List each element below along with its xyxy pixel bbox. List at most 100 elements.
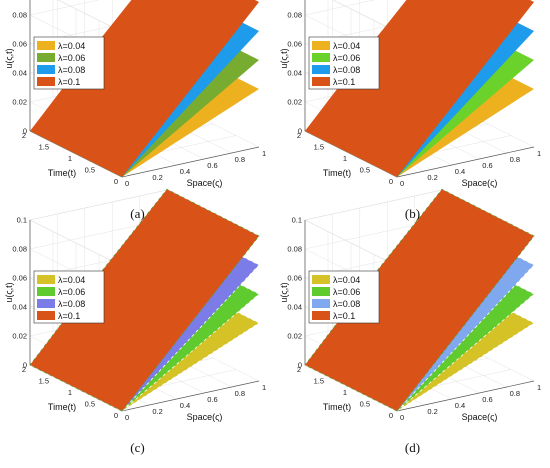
y-tick-label: 1: [68, 154, 72, 163]
caption-d: (d): [404, 440, 421, 455]
z-tick-label: 0: [23, 361, 27, 370]
z-tick-label: 0: [298, 127, 302, 136]
z-tick-label: 0.06: [12, 274, 27, 283]
legend-label: λ=0.1: [333, 311, 355, 321]
y-tick-label: 2: [22, 131, 26, 140]
z-tick-label: 0.08: [12, 245, 27, 254]
z-tick-label: 0.02: [12, 332, 27, 341]
y-tick-label: 1.5: [314, 377, 324, 386]
x-tick-label: 1: [537, 149, 541, 158]
z-tick-label: 0.06: [287, 274, 302, 283]
caption-a: (a): [130, 206, 145, 221]
x-tick-label: 0.8: [235, 389, 245, 398]
legend-label: λ=0.06: [333, 287, 360, 297]
y-tick-label: 1: [68, 388, 72, 397]
z-tick-label: 0.04: [287, 69, 302, 78]
y-axis-label: Time(t): [48, 168, 76, 178]
y-tick-label: 1.5: [39, 143, 49, 152]
legend-swatch: [37, 275, 55, 284]
legend-label: λ=0.08: [58, 299, 85, 309]
chart-panel-a: 0 0.02 0.04 0.06 0.08 0.1 0 0.2 0.4 0.6 0.8 1 0 0.5 1 1…: [0, 0, 275, 234]
z-tick-label: 0.04: [12, 69, 27, 78]
x-axis-label: Space(ς): [187, 178, 223, 188]
legend-swatch: [37, 299, 55, 308]
caption-c: (c): [130, 440, 145, 455]
x-tick-label: 0.2: [152, 407, 162, 416]
x-axis-label: Space(ς): [462, 412, 498, 422]
tick-labels: 00.020.040.060.080.100.20.40.60.8100.511…: [12, 11, 266, 189]
x-tick-label: 0.8: [510, 389, 520, 398]
surface-0-1: [30, 0, 259, 177]
y-tick-label: 1.5: [314, 143, 324, 152]
legend-swatch: [312, 299, 330, 308]
surfaces: [29, 188, 260, 412]
y-axis-label: Time(t): [48, 402, 76, 412]
x-tick-label: 0: [125, 179, 129, 188]
tick-labels: 00.020.040.060.080.100.20.40.60.8100.511…: [12, 216, 266, 423]
legend-label: λ=0.06: [58, 53, 85, 63]
surface-plot-svg: 00.020.040.060.080.100.20.40.60.8100.511…: [4, 0, 266, 189]
legend-label: λ=0.04: [333, 275, 360, 285]
x-tick-label: 1: [262, 383, 266, 392]
y-tick-label: 1: [343, 154, 347, 163]
legend-swatch: [312, 275, 330, 284]
chart-panel-b: 0 0.02 0.04 0.06 0.08 0.1 0 0.2 0.4 0.6 0.8 1 0 0.5 1 1…: [275, 0, 550, 234]
y-tick-label: 1.5: [39, 377, 49, 386]
surface-plot-svg: 00.020.040.060.080.100.20.40.60.8100.511…: [279, 0, 541, 188]
z-tick-label: 0.1: [292, 216, 302, 225]
z-axis-label: u(ς,t): [4, 48, 14, 68]
legend-label: λ=0.04: [58, 41, 85, 51]
z-axis-label: u(ς,t): [279, 48, 289, 68]
legend-label: λ=0.1: [58, 311, 80, 321]
x-axis-label: Space(ς): [187, 412, 223, 422]
x-tick-label: 0.8: [510, 155, 520, 164]
y-tick-label: 0: [389, 411, 393, 420]
y-tick-label: 0: [114, 177, 118, 186]
tick-labels: 00.020.040.060.080.100.20.40.60.8100.511…: [287, 216, 541, 423]
x-axis-label: Space(ς): [462, 178, 498, 188]
chart-panel-c: 0 0.02 0.04 0.06 0.08 0.1 0 0.2 0.4 0.6 0.8 1 0 0.5 1 1…: [0, 188, 275, 468]
y-tick-label: 0.5: [360, 400, 370, 409]
legend-swatch: [37, 41, 55, 50]
legend-swatch: [312, 287, 330, 296]
legend-swatch: [312, 53, 330, 62]
x-tick-label: 0: [400, 413, 404, 422]
legend-swatch: [312, 65, 330, 74]
legend-label: λ=0.1: [58, 77, 80, 87]
y-tick-label: 2: [22, 365, 26, 374]
x-tick-label: 0.8: [235, 155, 245, 164]
y-tick-label: 0.5: [360, 166, 370, 175]
legend-label: λ=0.08: [58, 65, 85, 75]
legend-label: λ=0.1: [333, 77, 355, 87]
surface-plot-svg: 00.020.040.060.080.100.20.40.60.8100.511…: [4, 188, 266, 422]
legend-label: λ=0.04: [58, 275, 85, 285]
z-tick-label: 0.08: [287, 245, 302, 254]
legend-label: λ=0.06: [333, 53, 360, 63]
z-tick-label: 0: [298, 361, 302, 370]
z-tick-label: 0.02: [12, 98, 27, 107]
x-tick-label: 0.4: [180, 401, 190, 410]
x-tick-label: 0.2: [152, 173, 162, 182]
y-axis-label: Time(t): [323, 168, 351, 178]
z-axis-label: u(ς,t): [4, 282, 14, 302]
chart-panel-d: 0 0.02 0.04 0.06 0.08 0.1 0 0.2 0.4 0.6 0.8 1 0 0.5 1 1…: [275, 188, 550, 468]
x-tick-label: 1: [262, 149, 266, 158]
z-tick-label: 0.06: [12, 40, 27, 49]
y-axis-label: Time(t): [323, 402, 351, 412]
x-axis-line: [396, 380, 535, 412]
x-tick-label: 0: [400, 179, 404, 188]
z-axis-label: u(ς,t): [279, 282, 289, 302]
surfaces: [305, 0, 534, 178]
legend-swatch: [312, 77, 330, 86]
legend-swatch: [37, 65, 55, 74]
legend-swatch: [312, 311, 330, 320]
legend-swatch: [312, 41, 330, 50]
surfaces: [304, 188, 535, 412]
legend-swatch: [37, 287, 55, 296]
y-tick-label: 0: [114, 411, 118, 420]
gridline-z: [332, 0, 398, 33]
x-tick-label: 0.4: [180, 167, 190, 176]
x-axis-line: [121, 380, 260, 412]
legend-label: λ=0.08: [333, 299, 360, 309]
z-tick-label: 0.04: [12, 303, 27, 312]
